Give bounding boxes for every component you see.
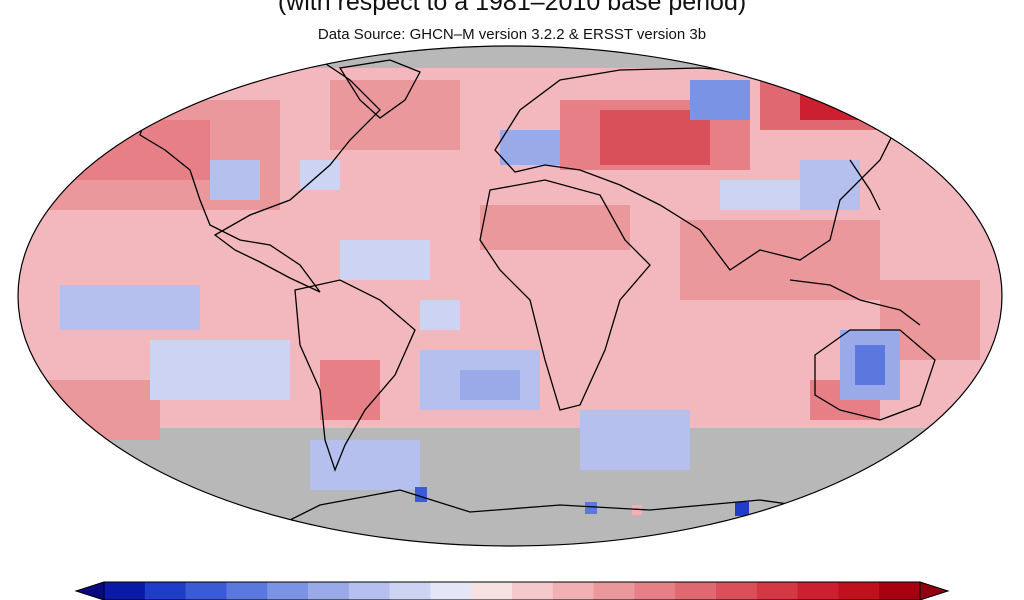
legend-swatch — [104, 582, 146, 600]
color-legend — [74, 581, 950, 600]
legend-swatch — [552, 582, 595, 600]
data-source-label: Data Source: GHCN–M version 3.2.2 & ERSS… — [317, 26, 707, 43]
legend-arrow-left — [74, 581, 105, 600]
legend-swatch — [756, 582, 799, 600]
legend-swatch — [430, 582, 472, 600]
map-subtitle: (with respect to a 1981–2010 base period… — [277, 0, 747, 16]
legend-swatch — [267, 582, 309, 600]
map-fill — [18, 46, 1002, 546]
legend-swatch — [838, 582, 880, 600]
legend-swatch — [879, 582, 921, 600]
legend-swatch — [675, 582, 717, 600]
legend-swatch — [471, 582, 513, 600]
legend-swatch — [144, 582, 187, 600]
arctic-no-data — [18, 46, 1002, 68]
legend-swatch — [512, 582, 554, 600]
legend-swatch — [226, 582, 268, 600]
legend-swatch — [185, 582, 227, 600]
greenland-outline — [338, 59, 421, 119]
legend-swatch — [593, 582, 635, 600]
legend-swatch — [308, 582, 350, 600]
indonesia-outline — [789, 279, 921, 326]
legend-swatch — [389, 582, 431, 600]
map-border — [17, 45, 1003, 547]
australia-outline — [814, 329, 936, 421]
africa-outline — [479, 179, 651, 411]
legend-arrow-right — [919, 581, 950, 600]
south-america-outline — [294, 279, 416, 472]
antarctic-no-data — [18, 428, 1002, 546]
legend-swatch — [716, 582, 758, 600]
legend-swatch — [634, 582, 676, 600]
legend-border — [103, 581, 921, 600]
legend-swatch — [797, 582, 839, 600]
japan-outline — [849, 159, 881, 211]
legend-swatch — [348, 582, 391, 600]
eurasia-outline — [494, 67, 906, 271]
